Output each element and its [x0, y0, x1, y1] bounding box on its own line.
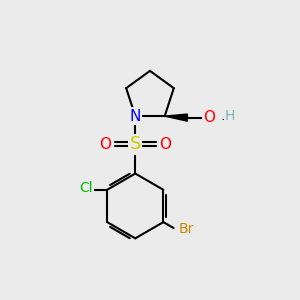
Text: N: N	[130, 109, 141, 124]
Text: -: -	[221, 113, 226, 126]
Text: O: O	[99, 136, 111, 152]
Text: O: O	[203, 110, 215, 125]
Text: H: H	[225, 109, 235, 123]
Text: S: S	[130, 135, 141, 153]
Text: O: O	[160, 136, 172, 152]
Text: Cl: Cl	[79, 181, 93, 195]
Text: Br: Br	[178, 222, 194, 236]
Polygon shape	[165, 114, 188, 121]
